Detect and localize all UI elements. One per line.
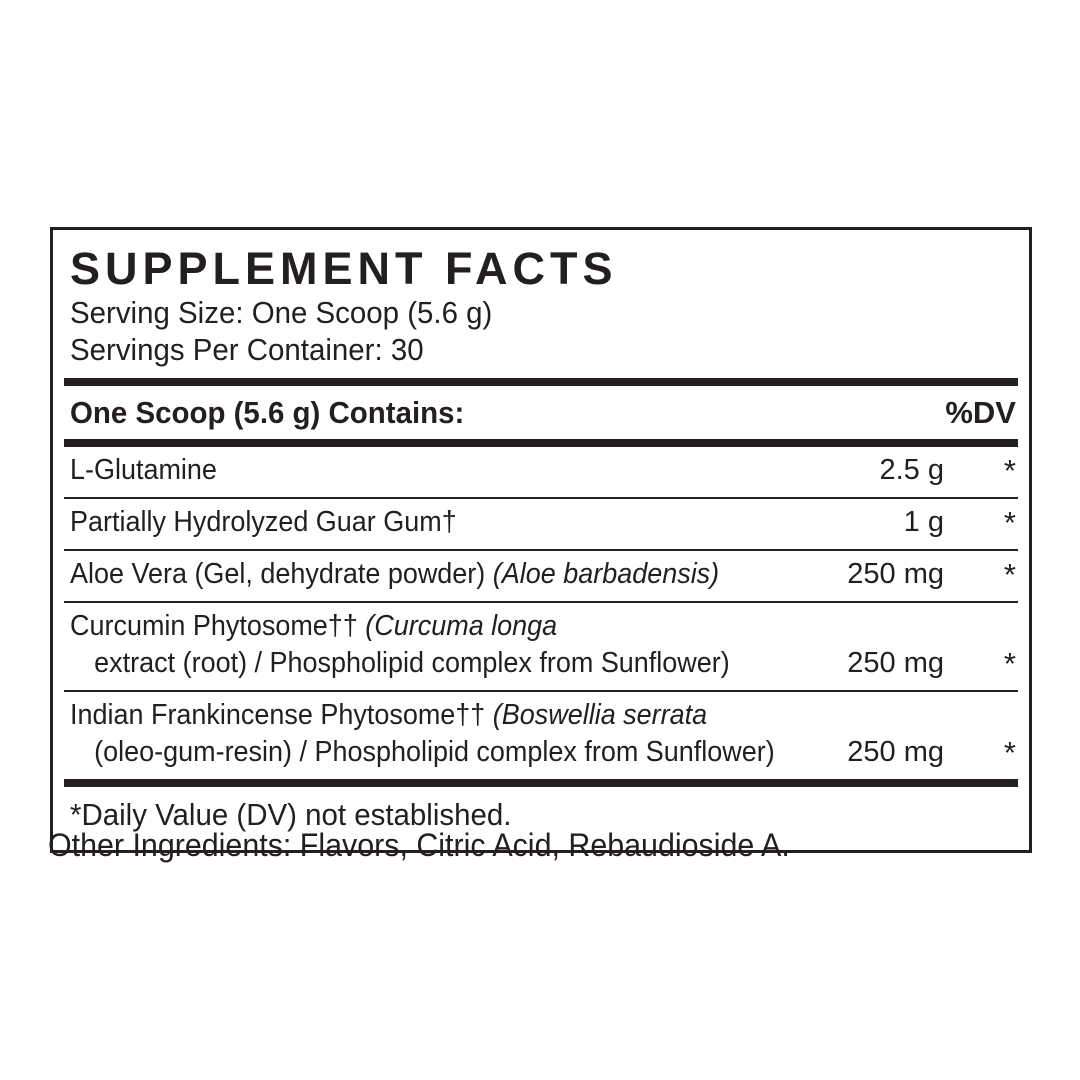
ingredient-dv: * — [1003, 646, 1016, 681]
ingredient-rows: L-Glutamine 2.5 g * Partially Hydrolyzed Gu… — [64, 447, 1018, 779]
ingredient-row: Partially Hydrolyzed Guar Gum† 1 g * — [64, 499, 1018, 551]
table-header-row: One Scoop (5.6 g) Contains: %DV — [64, 386, 1018, 439]
table-header-contains: One Scoop (5.6 g) Contains: — [70, 395, 465, 430]
ingredient-name: Indian Frankincense Phytosome†† (Boswell… — [70, 699, 775, 768]
ingredient-row: Aloe Vera (Gel, dehydrate powder) (Aloe … — [64, 551, 1018, 603]
other-ingredients: Other Ingredients: Flavors, Citric Acid,… — [48, 827, 790, 863]
ingredient-amount: 250 mg — [847, 736, 944, 768]
ingredient-row: L-Glutamine 2.5 g * — [64, 447, 1018, 499]
ingredient-dv: * — [1003, 505, 1016, 540]
ingredient-row: Curcumin Phytosome†† (Curcuma longa extra… — [64, 603, 1018, 692]
ingredient-name: Aloe Vera (Gel, dehydrate powder) (Aloe … — [70, 558, 720, 590]
daily-value-footnote: *Daily Value (DV) not established. — [70, 797, 512, 832]
ingredient-amount: 2.5 g — [879, 454, 945, 486]
ingredient-row: Indian Frankincense Phytosome†† (Boswell… — [64, 692, 1018, 779]
ingredient-name: Curcumin Phytosome†† (Curcuma longa extra… — [70, 610, 730, 679]
ingredient-amount: 1 g — [903, 506, 944, 538]
table-header-dv: %DV — [945, 395, 1016, 430]
divider-thick — [64, 439, 1018, 447]
ingredient-dv: * — [1003, 735, 1016, 770]
ingredient-name: L-Glutamine — [70, 454, 217, 486]
supplement-facts-panel: SUPPLEMENT FACTS Serving Size: One Scoop… — [50, 227, 1032, 853]
servings-per-container: Servings Per Container: 30 — [70, 332, 424, 367]
ingredient-name: Partially Hydrolyzed Guar Gum† — [70, 506, 457, 538]
ingredient-amount: 250 mg — [847, 558, 944, 590]
panel-title: SUPPLEMENT FACTS — [70, 243, 618, 294]
serving-size: Serving Size: One Scoop (5.6 g) — [70, 295, 493, 330]
ingredient-dv: * — [1003, 557, 1016, 592]
divider-thick — [64, 378, 1018, 386]
ingredient-dv: * — [1003, 453, 1016, 488]
ingredient-amount: 250 mg — [847, 647, 944, 679]
divider-thick — [64, 779, 1018, 787]
